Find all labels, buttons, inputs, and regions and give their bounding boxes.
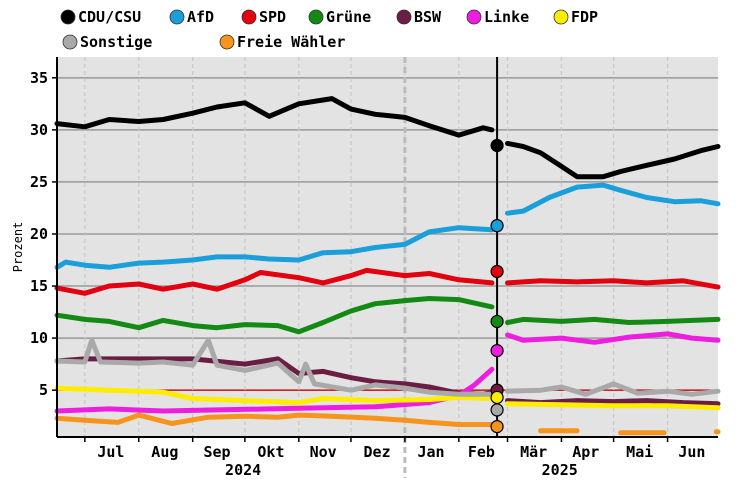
legend: CDU/CSU AfD SPD Grüne BSW Linke FDP Sonstige Fre… — [60, 8, 598, 51]
series-line-fdp — [54, 385, 721, 411]
election-result-freie-w-hler — [490, 419, 504, 434]
x-tick-labels: Jul Aug Sep Okt Nov Dez Jan Feb Mär Apr Mai Jun 2024… — [84, 437, 705, 479]
x-tick-label: Feb — [468, 443, 495, 461]
legend-swatch-spd — [241, 9, 257, 25]
y-tick-label: 10 — [30, 329, 48, 347]
legend-swatch-fdp — [553, 9, 569, 25]
legend-label-bsw: BSW — [414, 8, 442, 26]
series-line-spd — [54, 267, 721, 296]
month-separators — [84, 57, 669, 478]
year-label: 2025 — [542, 461, 578, 479]
grid-lines — [57, 77, 718, 391]
series-line-sonstige — [54, 337, 721, 397]
election-result-gr-ne — [490, 314, 504, 329]
series-lines — [54, 96, 721, 436]
x-tick-label: Mär — [520, 443, 547, 461]
legend-swatch-afd — [169, 9, 185, 25]
legend-label-freie-w-hler: Freie Wähler — [237, 33, 345, 51]
legend-label-fdp: FDP — [571, 8, 598, 26]
x-tick-label: Jul — [97, 443, 124, 461]
election-result-linke — [490, 343, 504, 358]
election-result-sonstige — [490, 403, 504, 417]
election-marker — [490, 57, 504, 437]
y-tick-label: 30 — [30, 121, 48, 139]
legend-swatch-linke — [466, 9, 482, 25]
x-tick-label: Nov — [310, 443, 337, 461]
x-tick-label: Mai — [626, 443, 653, 461]
x-tick-label: Okt — [257, 443, 284, 461]
legend-swatch-cdu-csu — [60, 9, 76, 25]
y-axis-label: Prozent — [11, 222, 25, 273]
y-tick-label: 20 — [30, 225, 48, 243]
series-line-gr-ne — [54, 296, 721, 335]
legend-label-linke: Linke — [484, 8, 529, 26]
election-result-fdp — [490, 390, 504, 405]
series-line-cdu-csu — [54, 96, 721, 180]
legend-swatch-freie-w-hler — [219, 34, 235, 50]
x-tick-label: Aug — [151, 443, 178, 461]
x-tick-label: Sep — [203, 443, 230, 461]
election-result-cdu-csu — [490, 138, 504, 153]
election-result-spd — [490, 264, 504, 279]
y-tick-labels: 5 10 15 20 25 30 35 — [30, 69, 57, 399]
legend-swatch-gr-ne — [308, 9, 324, 25]
y-tick-label: 35 — [30, 69, 48, 87]
axes — [56, 57, 718, 438]
legend-label-cdu-csu: CDU/CSU — [78, 8, 141, 26]
legend-swatch-bsw — [396, 9, 412, 25]
legend-swatch-sonstige — [62, 34, 78, 50]
legend-label-gr-ne: Grüne — [326, 8, 371, 26]
y-tick-label: 15 — [30, 277, 48, 295]
series-line-afd — [54, 182, 721, 270]
x-tick-label: Jun — [678, 443, 705, 461]
x-tick-label: Jan — [417, 443, 444, 461]
x-tick-label: Apr — [572, 443, 599, 461]
y-tick-label: 25 — [30, 173, 48, 191]
x-tick-label: Dez — [364, 443, 391, 461]
y-tick-label: 5 — [39, 381, 48, 399]
legend-label-spd: SPD — [259, 8, 286, 26]
legend-label-sonstige: Sonstige — [80, 33, 152, 51]
legend-label-afd: AfD — [187, 8, 214, 26]
series-line-freie-w-hler — [54, 412, 721, 436]
election-result-afd — [490, 219, 504, 233]
year-label: 2024 — [225, 461, 261, 479]
